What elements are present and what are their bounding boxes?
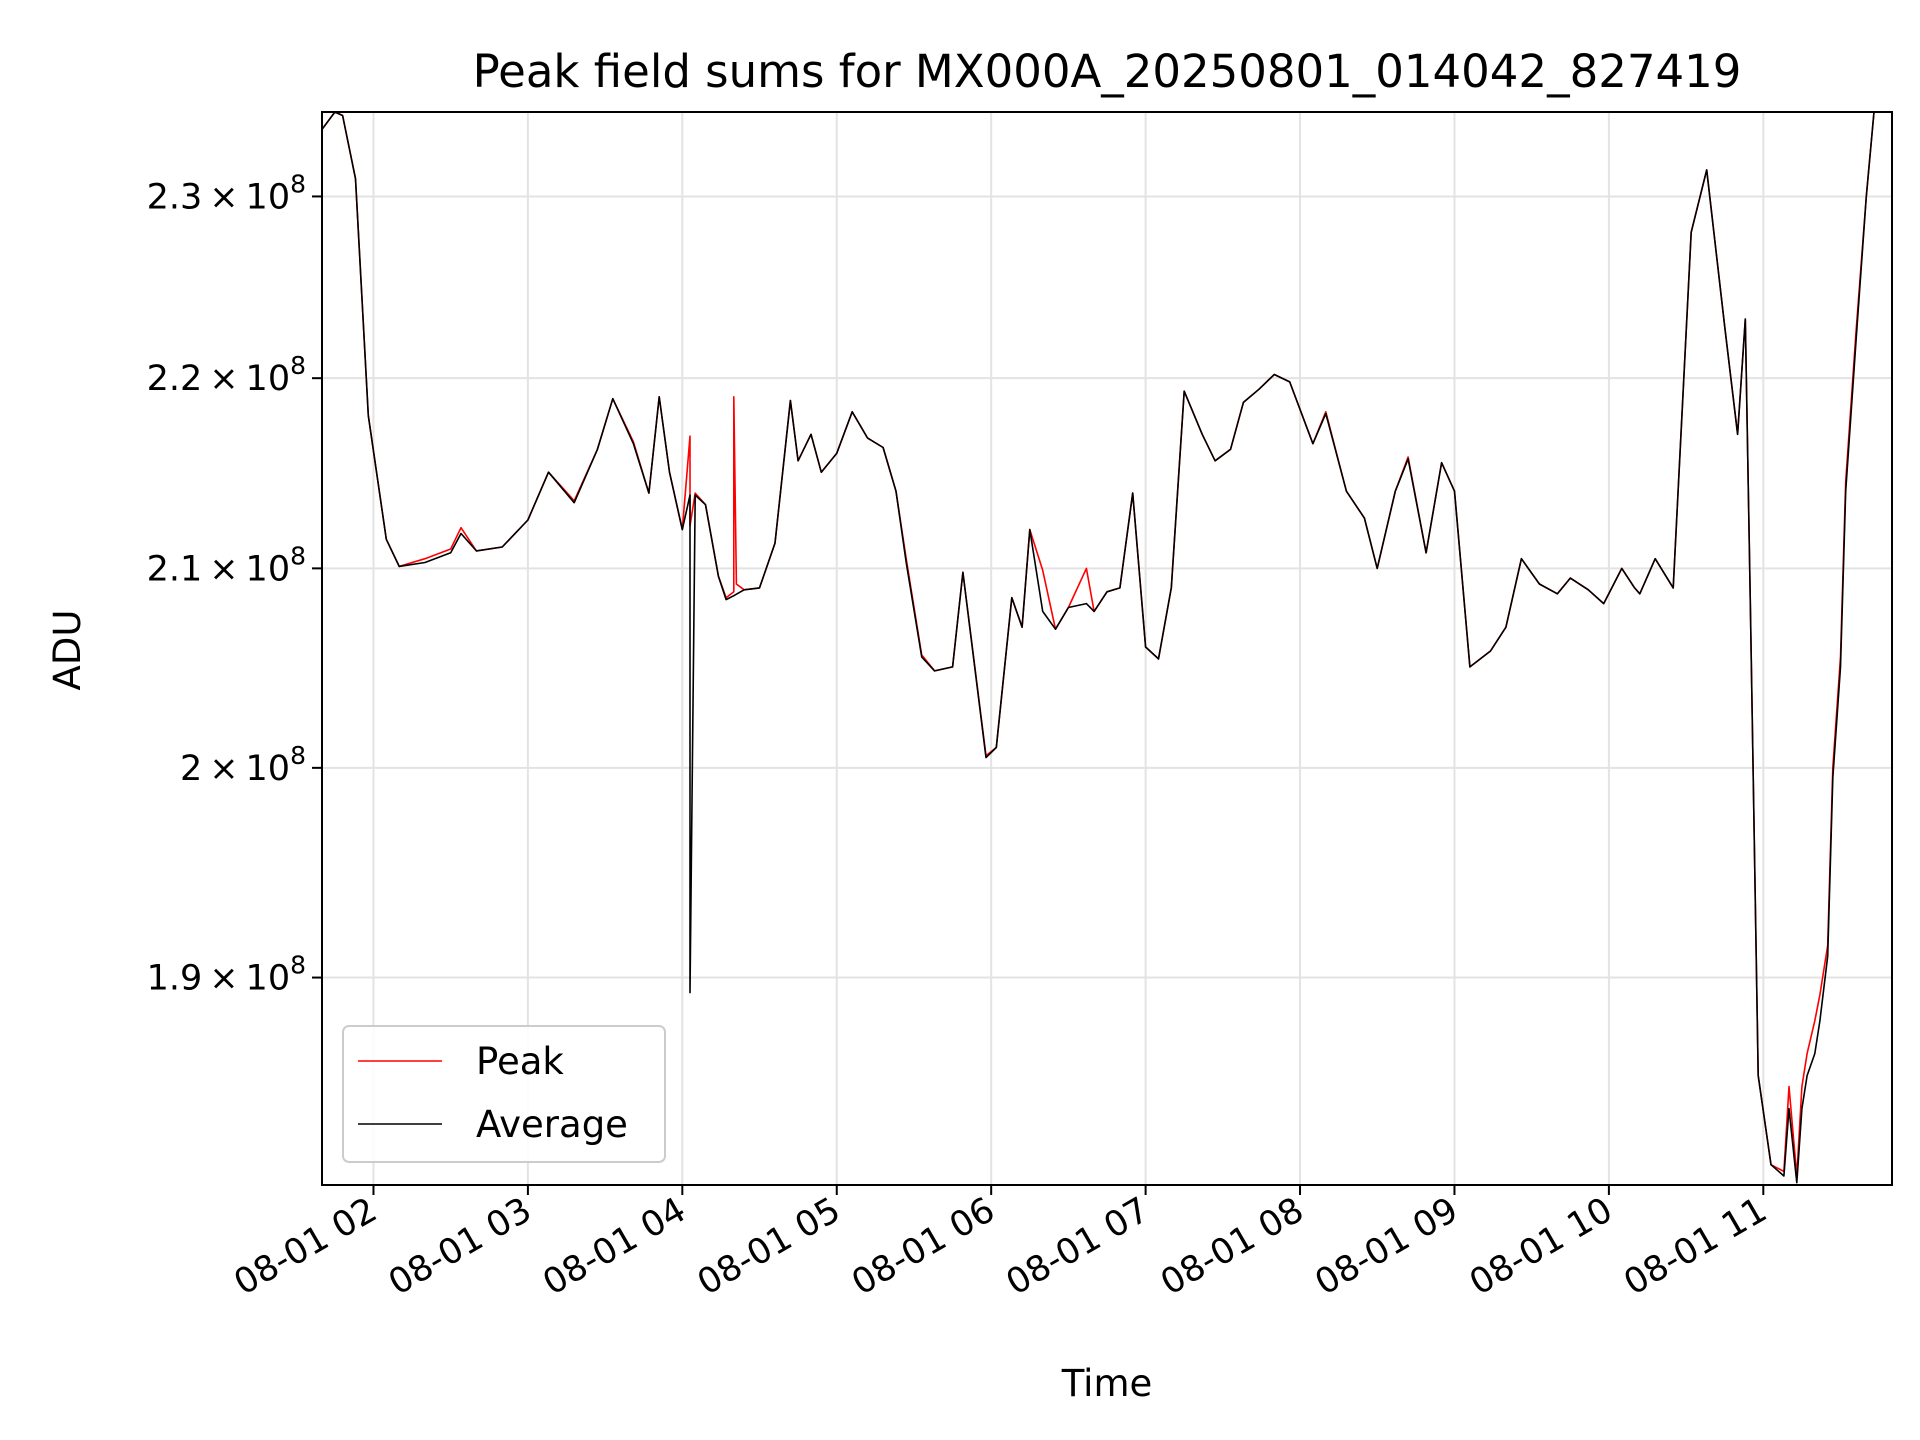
grid: [322, 112, 1892, 1185]
y-axis-ticks: 1.9 × 108 2 × 108 2.1 × 108 2.2 × 108 2.3 × …: [147, 169, 322, 999]
plot-frame: [321, 111, 1893, 1186]
legend: Peak Average: [342, 1025, 666, 1163]
y-tick-label: 2.1 × 108: [147, 541, 306, 589]
legend-label-peak: Peak: [476, 1040, 564, 1083]
y-tick-label: 2.3 × 108: [147, 169, 306, 217]
legend-label-average: Average: [476, 1103, 628, 1146]
y-axis-label: ADU: [46, 610, 89, 691]
chart-title: Peak field sums for MX000A_20250801_0140…: [473, 45, 1742, 98]
y-tick-label: 1.9 × 108: [147, 951, 306, 999]
legend-box: [342, 1025, 666, 1163]
y-tick-label: 2 × 108: [180, 741, 306, 789]
y-tick-label: 2.2 × 108: [147, 351, 306, 399]
series-line-average: [322, 112, 1892, 1184]
x-axis-label: Time: [1061, 1362, 1153, 1405]
series-layer: [322, 112, 1892, 1184]
